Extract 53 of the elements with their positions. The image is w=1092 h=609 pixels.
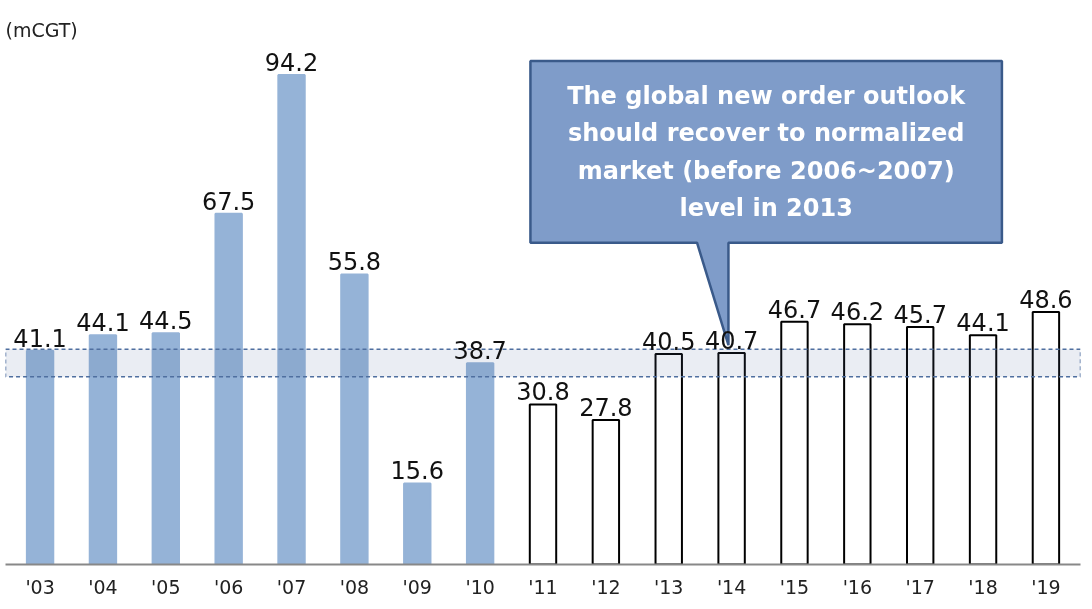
bar [591, 419, 621, 565]
x-tick-label: '15 [779, 575, 810, 598]
data-label: 45.7 [893, 300, 947, 329]
data-label: 44.1 [76, 309, 130, 338]
data-label: 48.6 [1019, 285, 1073, 314]
data-label: 67.5 [201, 187, 256, 216]
data-label: 40.7 [704, 326, 759, 355]
data-label: 30.8 [516, 378, 570, 407]
x-tick-label: '19 [1031, 575, 1061, 598]
x-tick-label: '04 [88, 575, 118, 598]
data-label: 41.1 [13, 324, 67, 353]
annotation: The global new order outlook should recover to normalized market (before 2006~2007) level in 2013 [567, 81, 967, 222]
x-tick-label: '10 [465, 575, 495, 598]
x-tick-label: '13 [654, 575, 684, 598]
x-tick-label: '17 [905, 575, 935, 598]
data-label: 55.8 [327, 248, 382, 277]
x-tick-label: '18 [968, 575, 998, 598]
bar [151, 332, 181, 565]
x-tick-label: '03 [25, 575, 55, 598]
data-label: 94.2 [264, 48, 319, 77]
data-label: 46.2 [830, 298, 885, 327]
x-tick-label: '07 [276, 575, 307, 598]
bar [214, 212, 243, 565]
x-tick-label: '12 [591, 575, 621, 598]
x-tick-label: '16 [842, 575, 873, 598]
data-label: 38.7 [453, 337, 507, 366]
x-tick-label: '06 [213, 575, 244, 598]
data-label: 44.5 [139, 307, 193, 336]
x-tick-label: '09 [402, 575, 432, 598]
bar [1031, 310, 1061, 565]
data-label: 40.5 [642, 327, 696, 356]
bar [88, 334, 118, 565]
x-tick-label: '11 [528, 575, 558, 598]
bar [654, 352, 683, 565]
data-label: 46.7 [767, 295, 822, 324]
bar [968, 334, 998, 565]
x-tick-label: '14 [716, 575, 747, 598]
bar [528, 403, 558, 565]
bar [905, 325, 935, 565]
data-label: 44.1 [956, 309, 1010, 338]
bar [403, 482, 432, 565]
bar [340, 273, 369, 565]
bar [465, 362, 495, 565]
y-axis-title: (mCGT) [5, 18, 78, 41]
data-label: 15.6 [390, 457, 444, 486]
bar [277, 73, 306, 565]
bar [717, 351, 746, 565]
bar [25, 349, 55, 565]
x-tick-label: '05 [151, 575, 181, 598]
bar [780, 320, 809, 565]
x-tick-label: '08 [339, 575, 370, 598]
data-label: 27.8 [579, 394, 633, 422]
bar [843, 323, 872, 565]
